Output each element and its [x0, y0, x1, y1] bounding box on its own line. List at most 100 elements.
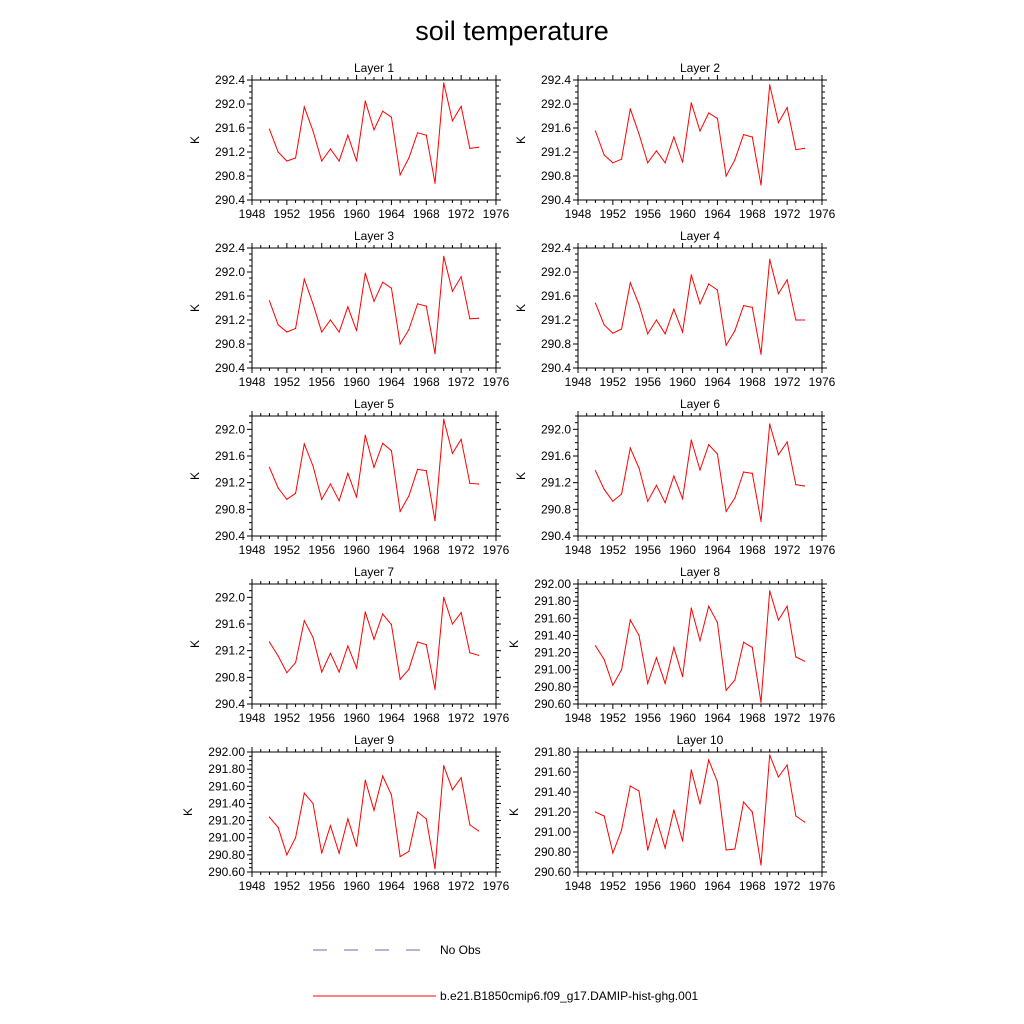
x-tick-label: 1976 [809, 711, 836, 725]
data-point [399, 678, 401, 680]
data-point [286, 331, 288, 333]
x-tick-label: 1948 [239, 207, 266, 221]
series-line [269, 597, 479, 690]
series-line [268, 256, 479, 354]
data-point [408, 495, 410, 497]
data-point [303, 443, 305, 445]
y-tick-label: 291.80 [534, 594, 571, 608]
y-tick-label: 292.4 [215, 241, 245, 255]
data-point [416, 468, 419, 470]
data-point [681, 331, 684, 333]
data-point [321, 498, 323, 500]
data-point [690, 274, 692, 276]
chart-title: soil temperature [415, 16, 609, 46]
data-point [347, 306, 349, 308]
data-point [777, 293, 780, 295]
y-tick-label: 291.2 [541, 313, 571, 327]
data-point [769, 258, 771, 260]
data-point [795, 484, 797, 486]
panel-title: Layer 1 [354, 61, 394, 75]
data-point [647, 500, 649, 502]
plot-frame [577, 415, 823, 537]
series-line [594, 423, 805, 522]
data-point [382, 442, 384, 444]
data-point [268, 816, 271, 818]
data-point [355, 496, 358, 498]
data-point [303, 106, 305, 108]
data-point [329, 652, 332, 654]
y-tick-label: 291.6 [215, 289, 245, 303]
x-tick-label: 1976 [483, 207, 510, 221]
x-tick-label: 1948 [565, 879, 592, 893]
x-tick-label: 1972 [448, 543, 475, 557]
y-tick-label: 291.2 [215, 145, 245, 159]
data-point [769, 590, 771, 592]
series-line [268, 82, 479, 184]
data-point [469, 318, 471, 320]
y-tick-label: 291.00 [208, 831, 245, 845]
y-tick-label: 292.0 [215, 97, 245, 111]
data-point [477, 483, 480, 485]
x-tick-label: 1976 [809, 207, 836, 221]
data-point [338, 331, 340, 333]
data-point [620, 493, 623, 495]
y-tick-label: 290.60 [208, 865, 245, 879]
data-point [294, 157, 297, 159]
data-point [629, 785, 631, 787]
data-point [477, 317, 480, 319]
data-point [803, 821, 806, 823]
data-point [390, 287, 393, 289]
data-point [716, 621, 719, 624]
x-tick-label: 1948 [239, 543, 266, 557]
plot-frame [251, 415, 497, 537]
x-tick-label: 1952 [600, 879, 627, 893]
data-point [594, 470, 597, 472]
data-point [416, 811, 419, 813]
y-tick-label: 292.00 [208, 745, 245, 759]
data-point [347, 472, 349, 474]
data-point [443, 82, 445, 84]
y-tick-label: 290.8 [541, 169, 571, 183]
x-tick-label: 1976 [483, 879, 510, 893]
y-tick-label: 290.4 [541, 193, 571, 207]
data-point [716, 453, 719, 455]
x-tick-label: 1948 [565, 543, 592, 557]
y-tick-label: 291.20 [208, 814, 245, 828]
x-tick-label: 1952 [274, 207, 301, 221]
data-point [347, 818, 349, 820]
x-tick-label: 1960 [343, 375, 370, 389]
data-point [312, 802, 314, 805]
data-point [477, 830, 480, 832]
y-tick-label: 290.80 [534, 845, 571, 859]
series-line [594, 259, 805, 355]
data-point [760, 184, 762, 186]
x-tick-label: 1976 [483, 375, 510, 389]
data-point [469, 147, 471, 149]
y-tick-label: 291.40 [534, 785, 571, 799]
data-point [443, 596, 445, 598]
data-point [690, 439, 692, 441]
y-tick-label: 292.0 [541, 97, 571, 111]
series-line [268, 419, 479, 521]
x-tick-label: 1972 [774, 543, 801, 557]
data-point [303, 278, 305, 280]
data-point [434, 688, 436, 690]
data-point [629, 619, 631, 621]
x-tick-label: 1948 [239, 711, 266, 725]
data-point [673, 475, 675, 477]
y-tick-label: 291.00 [534, 663, 571, 677]
y-tick-label: 291.2 [215, 313, 245, 327]
data-point [699, 130, 701, 132]
y-tick-label: 291.6 [215, 617, 245, 631]
panel-layer-10: Layer 10 1948 1952 1956 1960 1964 1968 1972 1976… [507, 733, 835, 893]
x-tick-label: 1960 [343, 543, 370, 557]
series-line [269, 765, 479, 869]
data-point [664, 162, 666, 164]
x-tick-label: 1952 [600, 711, 627, 725]
data-point [321, 852, 323, 854]
data-point [708, 759, 710, 761]
data-point [399, 510, 401, 512]
data-point [734, 679, 736, 681]
y-tick-label: 291.6 [541, 289, 571, 303]
